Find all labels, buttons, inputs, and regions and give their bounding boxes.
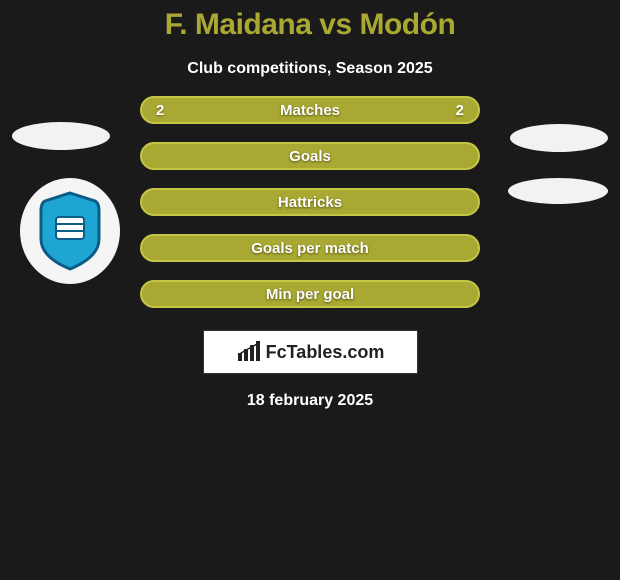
page-subtitle: Club competitions, Season 2025 — [0, 60, 620, 78]
stat-row: 2 Matches 2 — [140, 96, 480, 124]
placeholder-ellipse-mid-right — [508, 178, 608, 204]
stat-row: Min per goal — [140, 280, 480, 308]
source-logo-text: FcTables.com — [266, 342, 385, 363]
stat-value-left: 2 — [156, 102, 164, 119]
stat-value-right: 2 — [456, 102, 464, 119]
stat-label: Min per goal — [266, 286, 354, 303]
stat-label: Goals per match — [251, 240, 369, 257]
stat-row: Goals per match — [140, 234, 480, 262]
source-logo-box[interactable]: FcTables.com — [203, 330, 418, 374]
stat-row: Goals — [140, 142, 480, 170]
team-badge — [20, 178, 120, 284]
stat-row: Hattricks — [140, 188, 480, 216]
stat-label: Goals — [289, 148, 331, 165]
page-title: F. Maidana vs Modón — [0, 0, 620, 42]
page-date: 18 february 2025 — [0, 392, 620, 410]
shield-icon — [35, 191, 105, 271]
source-logo: FcTables.com — [236, 341, 385, 363]
stat-label: Hattricks — [278, 194, 342, 211]
placeholder-ellipse-right — [510, 124, 608, 152]
bar-chart-icon — [236, 341, 262, 363]
stat-label: Matches — [280, 102, 340, 119]
placeholder-ellipse-left — [12, 122, 110, 150]
